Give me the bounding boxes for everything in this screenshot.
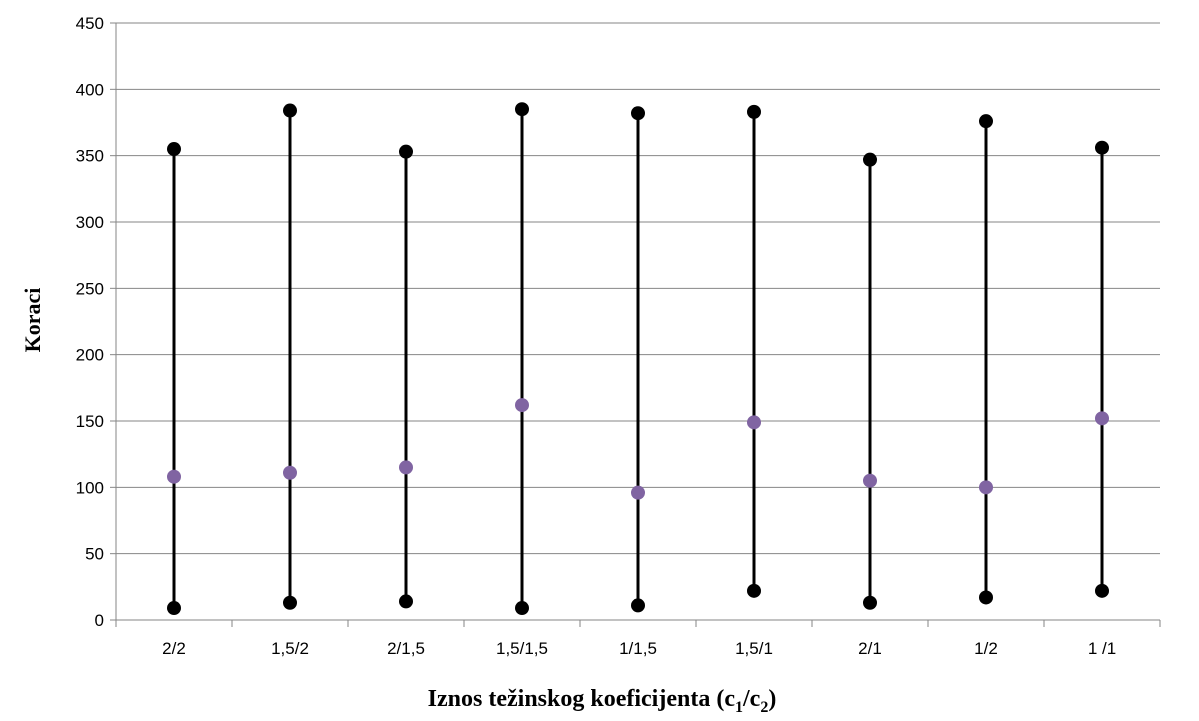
point-max (399, 144, 413, 159)
x-tick-label: 1,5/1,5 (496, 639, 548, 658)
x-tick-labels: 2/2 1,5/2 2/1,5 1,5/1,5 1/1,5 1,5/1 2/1 1/2 1 /1 (162, 639, 1116, 658)
x-tick-label: 2/2 (162, 639, 186, 658)
range-lines (172, 109, 1104, 609)
point-mean (979, 480, 993, 495)
point-mean (863, 473, 877, 488)
point-min (1095, 583, 1109, 598)
x-tick-label: 1/1,5 (619, 639, 657, 658)
axes (110, 22, 1161, 627)
point-max (283, 103, 297, 118)
y-tick-label: 350 (76, 147, 104, 166)
x-axis-title: Iznos težinskog koeficijenta (c1/c2) (428, 686, 777, 716)
y-tick-label: 0 (95, 611, 104, 630)
y-tick-label: 450 (76, 14, 104, 33)
point-mean (1095, 411, 1109, 426)
point-max (1095, 140, 1109, 155)
x-axis-title-main: Iznos težinskog koeficijenta (428, 686, 711, 712)
point-min (399, 594, 413, 609)
x-axis-title-sep: /c (742, 686, 761, 712)
y-tick-label: 300 (76, 213, 104, 232)
point-mean (283, 465, 297, 480)
x-axis-title-close: ) (768, 686, 776, 712)
point-min (631, 598, 645, 613)
x-tick-label: 1,5/2 (271, 639, 309, 658)
x-tick-label: 1 /1 (1088, 639, 1116, 658)
point-min (979, 590, 993, 605)
x-tick-label: 2/1 (858, 639, 882, 658)
y-tick-label: 100 (76, 478, 104, 497)
point-max (979, 114, 993, 129)
point-max (631, 106, 645, 121)
x-tick-label: 1,5/1 (735, 639, 773, 658)
y-tick-label: 150 (76, 412, 104, 431)
point-mean (399, 460, 413, 475)
x-axis-title-sub2: 2 (760, 699, 768, 716)
point-mean (167, 469, 181, 484)
point-min (167, 601, 181, 616)
data-points (167, 102, 1109, 616)
y-tick-label: 200 (76, 346, 104, 365)
point-max (863, 152, 877, 167)
x-tick-label: 2/1,5 (387, 639, 425, 658)
y-tick-label: 400 (76, 80, 104, 99)
point-mean (631, 485, 645, 500)
point-mean (747, 415, 761, 430)
point-max (747, 104, 761, 119)
x-axis-title-sub1: 1 (735, 699, 743, 716)
point-min (863, 595, 877, 610)
x-tick-label: 1/2 (974, 639, 998, 658)
y-tick-labels: 0 50 100 150 200 250 300 350 400 450 (76, 14, 104, 630)
point-max (167, 142, 181, 157)
x-axis-title-open: (c (710, 686, 735, 712)
point-mean (515, 398, 529, 413)
point-min (283, 595, 297, 610)
point-max (515, 102, 529, 117)
point-min (515, 601, 529, 616)
y-tick-label: 50 (85, 545, 104, 564)
point-min (747, 583, 761, 598)
y-axis-title: Koraci (20, 288, 45, 353)
y-tick-label: 250 (76, 279, 104, 298)
